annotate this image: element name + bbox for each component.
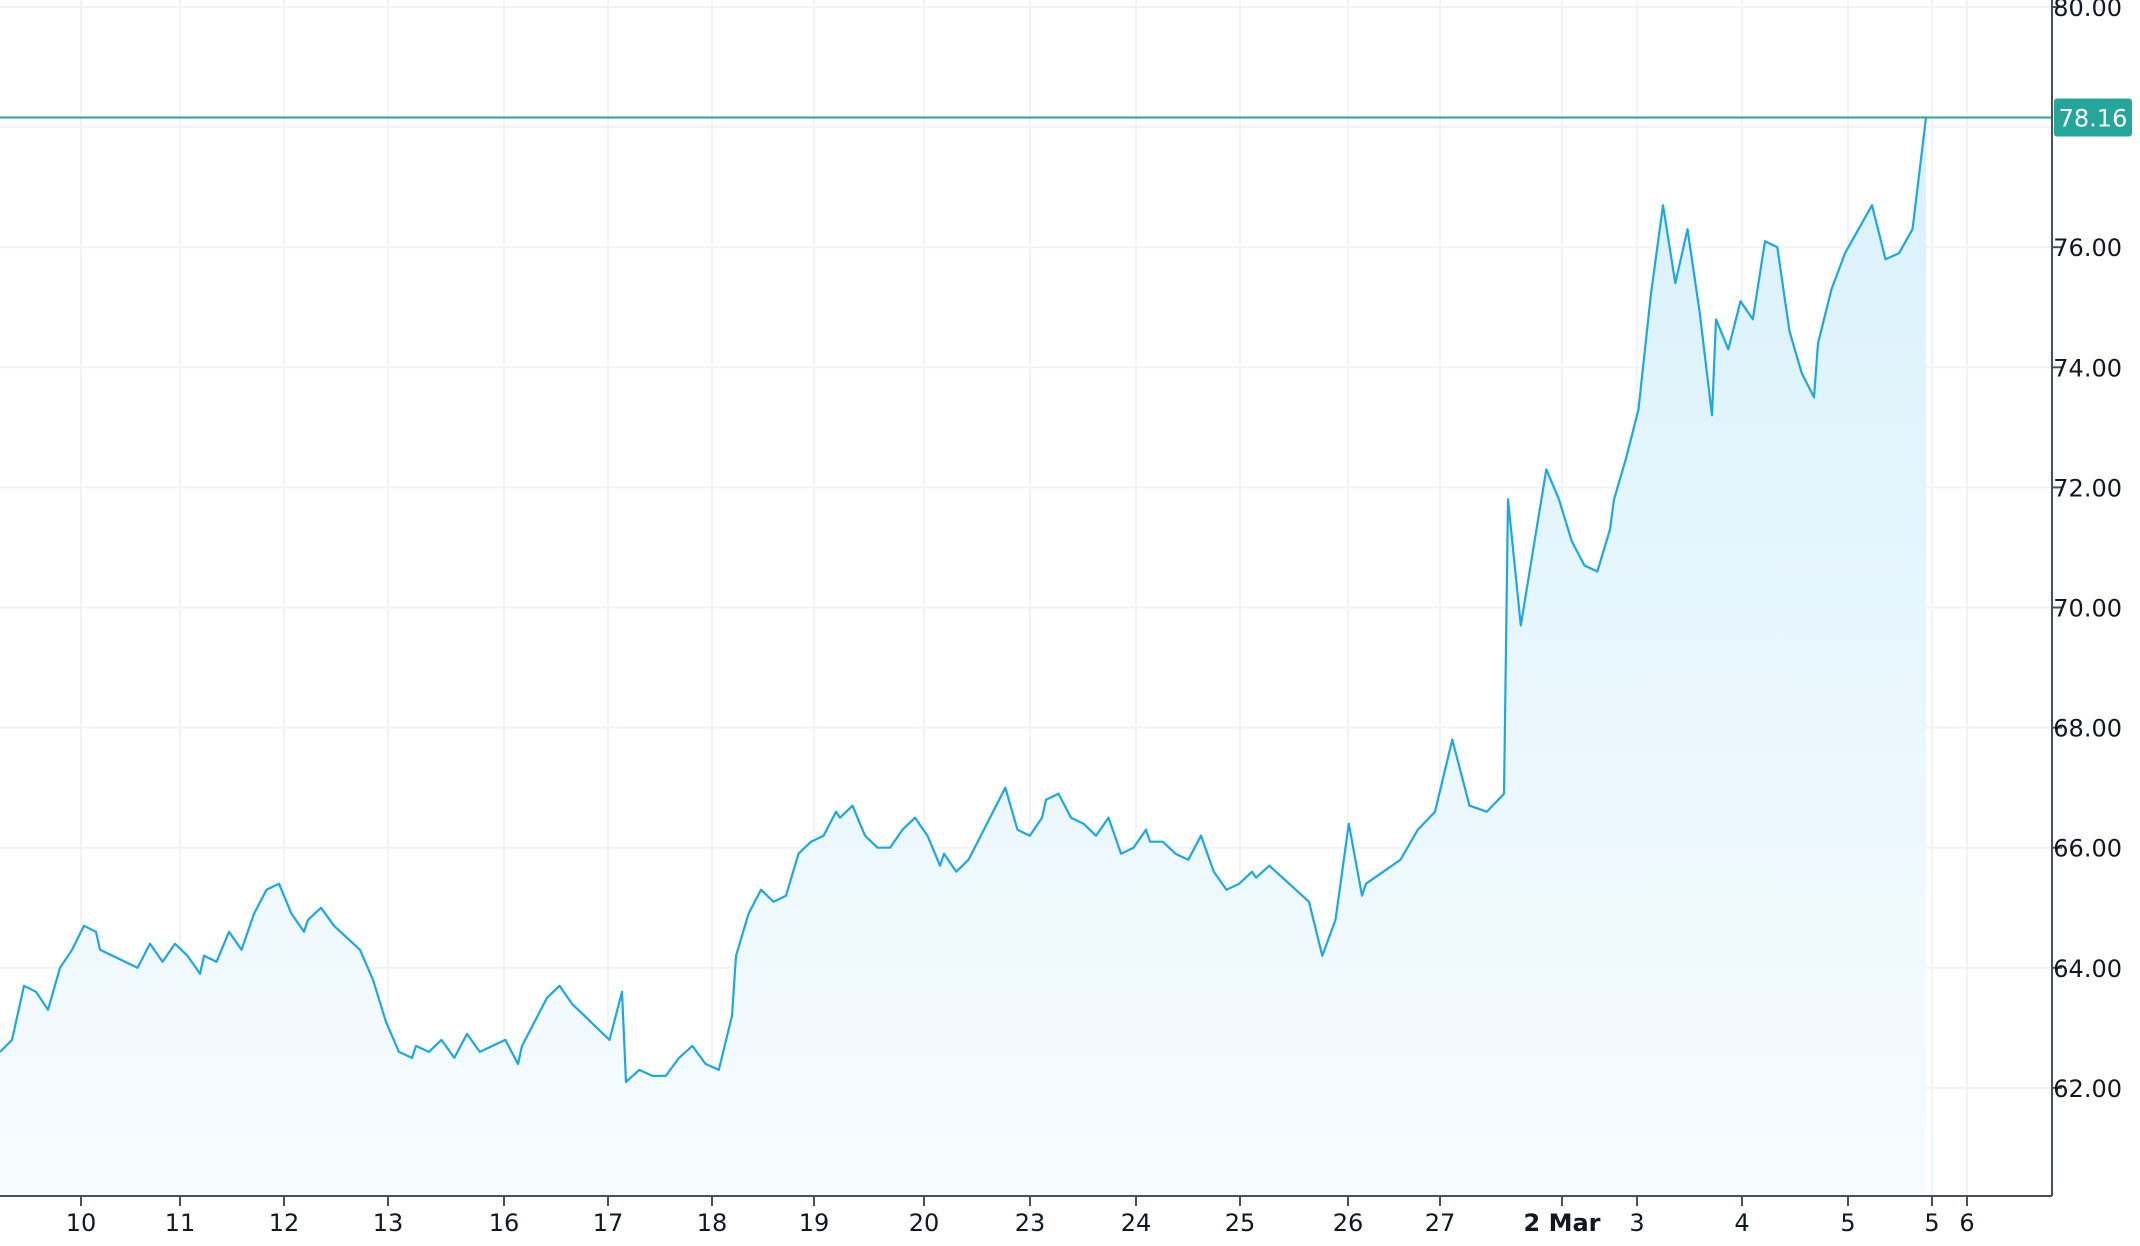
x-tick-label: 26 <box>1333 1209 1364 1237</box>
last-price-label: 78.16 <box>2059 104 2128 132</box>
x-tick-label: 2 Mar <box>1524 1209 1601 1237</box>
y-tick-label: 62.00 <box>2053 1075 2122 1103</box>
price-line <box>0 117 1928 1083</box>
x-tick-label: 16 <box>489 1209 520 1237</box>
x-tick-label: 19 <box>799 1209 830 1237</box>
x-tick-label: 12 <box>269 1209 300 1237</box>
x-tick-label: 10 <box>66 1209 97 1237</box>
x-tick-label: 17 <box>593 1209 624 1237</box>
x-tick-label: 18 <box>697 1209 728 1237</box>
price-area <box>0 117 1926 1196</box>
x-tick-label: 5 <box>1924 1209 1939 1237</box>
y-tick-label: 76.00 <box>2053 234 2122 262</box>
y-axis-ticks[interactable]: 80.00 76.00 74.00 72.00 70.00 68.00 66.00 64.00… <box>2052 0 2122 1103</box>
x-axis-ticks[interactable]: 10 11 12 13 16 17 18 19 20 23 24 25 26 27 2 Mar 3 4 5 5 6 <box>66 1196 1975 1237</box>
y-tick-label: 64.00 <box>2053 955 2122 983</box>
y-tick-label: 68.00 <box>2053 715 2122 743</box>
x-tick-label: 25 <box>1225 1209 1256 1237</box>
y-tick-label: 72.00 <box>2053 474 2122 502</box>
y-tick-label: 74.00 <box>2053 354 2122 382</box>
last-price-label-bg <box>2054 98 2132 137</box>
y-tick-label: 66.00 <box>2053 835 2122 863</box>
x-tick-label: 6 <box>1959 1209 1974 1237</box>
x-tick-label: 27 <box>1425 1209 1456 1237</box>
x-tick-label: 3 <box>1629 1209 1644 1237</box>
last-price-badge: 78.16 <box>2054 98 2132 137</box>
x-tick-label: 11 <box>165 1209 196 1237</box>
y-tick-label: 70.00 <box>2053 595 2122 623</box>
x-tick-label: 13 <box>373 1209 404 1237</box>
x-tick-label: 5 <box>1840 1209 1855 1237</box>
x-tick-label: 4 <box>1734 1209 1749 1237</box>
y-tick-label: 80.00 <box>2053 0 2122 22</box>
x-tick-label: 24 <box>1121 1209 1152 1237</box>
x-tick-label: 20 <box>909 1209 940 1237</box>
x-tick-label: 23 <box>1015 1209 1046 1237</box>
